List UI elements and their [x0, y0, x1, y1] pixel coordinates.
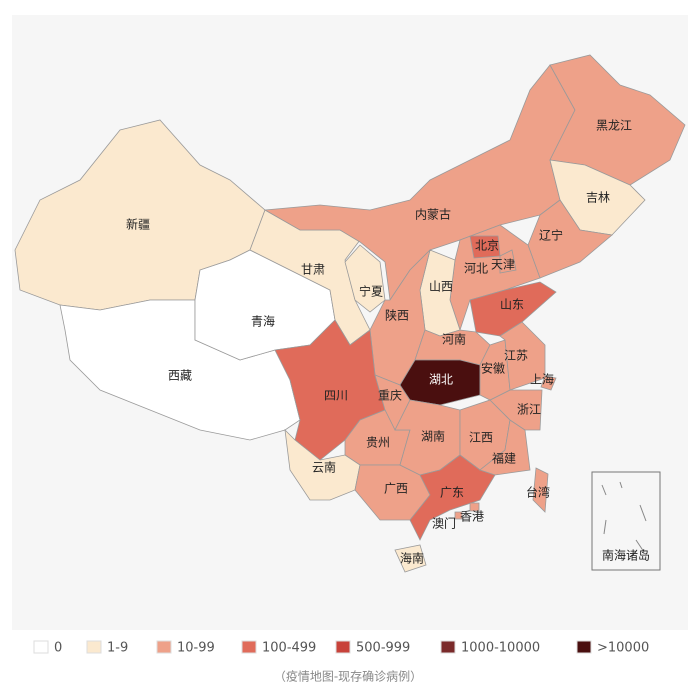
- region-label: 宁夏: [359, 284, 383, 299]
- region-label: 陕西: [385, 308, 409, 323]
- region-label: 澳门: [432, 516, 456, 531]
- legend-label: >10000: [597, 641, 649, 656]
- inset-islands: [601, 481, 647, 553]
- region-label: 新疆: [126, 217, 150, 232]
- region-label: 内蒙古: [415, 207, 451, 222]
- inset-box: [591, 471, 661, 571]
- legend-label: 500-999: [356, 641, 410, 656]
- region-label: 河北: [464, 262, 488, 276]
- legend-swatch: [576, 640, 592, 654]
- province-shape: [409, 454, 496, 541]
- region-label: 吉林: [586, 191, 610, 205]
- legend: 0 1-9 10-99 100-499 500-999 1000-10000 >10000: [33, 640, 649, 656]
- province-shape: [344, 244, 386, 313]
- region-label: 台湾: [526, 485, 550, 500]
- region-label: 广东: [440, 486, 464, 500]
- region-label: 福建: [492, 451, 516, 466]
- region-label: 西藏: [168, 369, 192, 383]
- region-label: 江苏: [504, 349, 528, 363]
- province-shape: [549, 54, 686, 186]
- legend-label: 10-99: [177, 641, 215, 656]
- region-label: 云南: [312, 460, 336, 475]
- legend-swatch: [335, 640, 351, 654]
- province-shape: [532, 467, 549, 513]
- region-label: 山西: [429, 280, 453, 294]
- province-shape: [540, 375, 557, 391]
- region-label: 香港: [460, 510, 484, 524]
- region-label: 辽宁: [539, 228, 563, 243]
- region-label: 黑龙江: [596, 119, 632, 133]
- region-label: 青海: [251, 314, 275, 329]
- legend-label: 1000-10000: [461, 641, 540, 656]
- region-label: 江西: [469, 431, 493, 445]
- province-shape: [499, 249, 517, 274]
- region-label: 重庆: [378, 389, 402, 403]
- region-label: 北京: [475, 239, 499, 253]
- province-shape: [469, 281, 557, 337]
- legend-swatch: [86, 640, 102, 654]
- province-shape: [394, 544, 427, 573]
- legend-label: 0: [54, 641, 62, 656]
- region-label: 贵州: [366, 436, 390, 450]
- legend-label: 1-9: [107, 641, 128, 656]
- region-label: 上海: [530, 372, 554, 387]
- legend-swatch: [241, 640, 257, 654]
- region-label: 海南: [400, 551, 424, 566]
- inset-label: 南海诸岛: [602, 548, 650, 563]
- region-label: 四川: [324, 389, 348, 403]
- region-label: 甘肃: [301, 263, 325, 277]
- legend-swatch: [33, 640, 49, 654]
- region-label: 浙江: [517, 403, 541, 417]
- province-shape: [469, 502, 480, 512]
- region-label: 山东: [500, 298, 524, 312]
- region-label: 广西: [384, 482, 408, 496]
- region-label: 安徽: [481, 361, 505, 376]
- region-label: 河南: [442, 332, 466, 347]
- province-shape: [454, 511, 463, 520]
- legend-swatch: [156, 640, 172, 654]
- caption: （疫情地图-现存确诊病例）: [274, 669, 422, 684]
- region-label: 湖北: [429, 372, 453, 387]
- region-label: 天津: [491, 258, 515, 272]
- legend-label: 100-499: [262, 641, 316, 656]
- legend-swatch: [440, 640, 456, 654]
- region-label: 湖南: [421, 429, 445, 444]
